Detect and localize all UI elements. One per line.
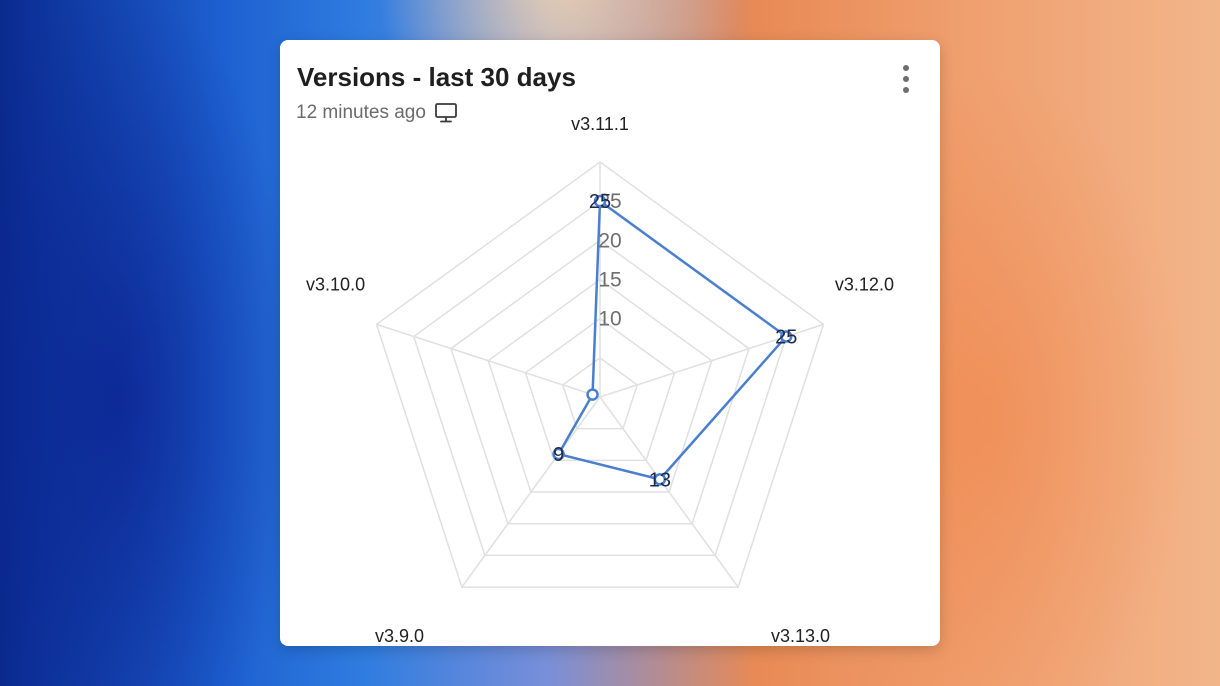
series-line: [557, 199, 788, 481]
data-point: [586, 388, 599, 401]
data-label: 25: [589, 191, 611, 213]
grid-ring: [487, 278, 713, 493]
card-subtitle-row: 12 minutes ago: [296, 102, 458, 124]
axis-label: v3.11.1: [571, 114, 629, 134]
axis-label: v3.13.0: [771, 626, 830, 646]
data-point: [552, 447, 565, 461]
axis-label: v3.12.0: [835, 275, 894, 295]
data-label: 25: [775, 326, 797, 348]
data-point: [593, 194, 607, 208]
grid-spoke: [599, 396, 739, 588]
data-point: [779, 330, 793, 343]
grid-ring: [561, 356, 639, 430]
grid-ring: [450, 239, 750, 525]
chart-card: Versions - last 30 days 12 minutes ago 1…: [280, 40, 940, 646]
last-updated-text: 12 minutes ago: [296, 102, 426, 123]
tick-label: 25: [598, 190, 621, 213]
grid-ring: [375, 161, 825, 588]
radar-chart: 101520252525139v3.11.1v3.12.0v3.13.0v3.9…: [306, 114, 894, 646]
data-label: 9: [553, 444, 564, 466]
grid-spoke: [461, 396, 601, 588]
more-vertical-icon[interactable]: [894, 60, 918, 98]
tick-label: 10: [598, 308, 621, 331]
monitor-icon: [435, 103, 457, 123]
axis-label: v3.9.0: [375, 626, 424, 646]
axis-label: v3.10.0: [306, 275, 365, 295]
card-title: Versions - last 30 days: [297, 62, 576, 92]
tick-label: 20: [598, 229, 621, 252]
data-point: [653, 473, 667, 486]
grid-ring: [524, 317, 676, 462]
tick-label: 15: [598, 269, 621, 292]
grid-spoke: [376, 323, 601, 398]
data-label: 13: [649, 469, 671, 491]
